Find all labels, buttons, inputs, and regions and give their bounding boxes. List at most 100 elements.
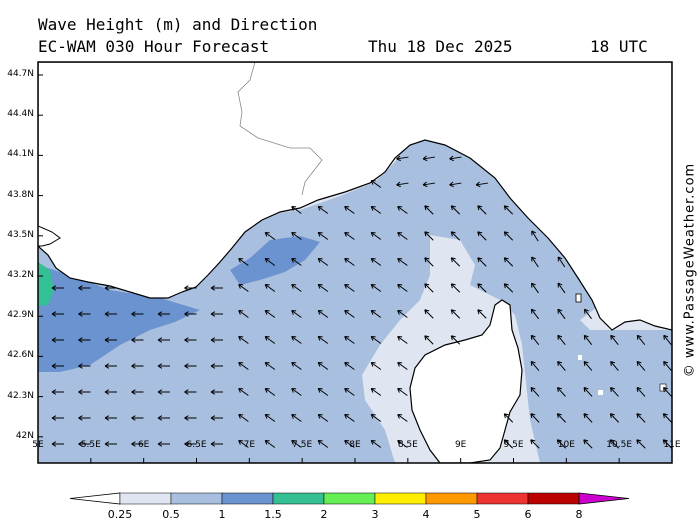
direction-arrow: [264, 335, 276, 344]
direction-arrow: [131, 389, 144, 395]
direction-arrow: [184, 389, 197, 395]
direction-arrow: [636, 387, 646, 397]
colorbar-start-cap: [69, 492, 121, 505]
direction-arrow: [450, 309, 461, 319]
direction-arrow: [531, 256, 539, 268]
direction-arrow: [238, 387, 249, 396]
direction-arrow: [264, 283, 276, 292]
direction-arrow: [530, 439, 540, 449]
colorbar-segment: [272, 492, 325, 505]
direction-arrow: [636, 360, 646, 371]
direction-arrow: [78, 441, 91, 447]
sea-dark-gulf-of-lion: [38, 265, 200, 372]
direction-arrow: [503, 257, 514, 267]
direction-arrow: [636, 334, 646, 346]
direction-arrow: [210, 415, 223, 421]
direction-arrow: [477, 205, 487, 215]
direction-arrow: [184, 311, 197, 317]
direction-arrow: [531, 282, 539, 294]
direction-arrow: [291, 413, 302, 422]
y-tick-label: 43.8N: [7, 189, 34, 200]
x-tick-label: 7E: [243, 440, 256, 450]
map-title: Wave Height (m) and Direction: [38, 15, 318, 34]
direction-arrow: [503, 413, 514, 423]
island: [598, 390, 603, 395]
colorbar-label: 0.25: [107, 508, 133, 521]
direction-arrow: [583, 387, 593, 397]
direction-arrow: [424, 205, 434, 215]
sea-dark-ligurian: [230, 236, 320, 285]
direction-arrow: [210, 389, 223, 395]
colorbar-label: 4: [422, 508, 430, 521]
direction-arrow: [557, 360, 566, 371]
direction-arrow: [450, 283, 461, 293]
land-corsica: [409, 299, 523, 463]
direction-arrow: [475, 181, 489, 188]
direction-arrow: [530, 387, 540, 397]
direction-arrow: [503, 283, 514, 293]
direction-arrow: [344, 257, 355, 266]
direction-arrow: [344, 361, 355, 370]
direction-arrow: [557, 256, 566, 268]
direction-arrow: [396, 181, 409, 188]
direction-arrow: [477, 257, 487, 267]
direction-arrow: [636, 439, 646, 449]
colorbar-segment: [323, 492, 376, 505]
sea-green-patch: [38, 262, 54, 306]
direction-arrow: [157, 415, 170, 421]
direction-arrow: [264, 257, 276, 266]
direction-arrow: [78, 311, 91, 317]
direction-arrow: [157, 363, 170, 369]
direction-arrow: [317, 309, 329, 318]
direction-arrow: [184, 415, 197, 421]
direction-arrow: [104, 311, 117, 317]
direction-arrow: [291, 309, 302, 318]
direction-arrow: [78, 337, 91, 343]
direction-arrow: [238, 361, 249, 370]
direction-arrow: [51, 415, 64, 421]
colorbar-label: 1.5: [264, 508, 282, 521]
direction-arrow: [663, 387, 672, 397]
direction-arrow: [264, 413, 276, 422]
direction-arrow: [610, 334, 619, 346]
direction-arrow: [78, 415, 91, 421]
direction-arrow: [157, 389, 170, 395]
direction-arrow: [397, 439, 408, 448]
direction-arrow: [291, 335, 302, 344]
direction-arrow: [503, 231, 514, 241]
direction-arrow: [477, 283, 487, 293]
colorbar-end-cap: [578, 492, 630, 505]
x-tick-label: 8E: [349, 440, 361, 450]
direction-arrow: [503, 205, 514, 215]
direction-arrow: [397, 283, 408, 292]
direction-arrow: [291, 387, 302, 396]
direction-arrow: [530, 308, 540, 320]
direction-arrow: [583, 334, 593, 346]
direction-arrow: [131, 311, 144, 317]
direction-arrow: [557, 387, 566, 397]
direction-arrow: [583, 413, 593, 423]
colorbar-segment: [221, 492, 274, 505]
colorbar-label: 0.5: [162, 508, 180, 521]
direction-arrow: [238, 309, 249, 318]
x-tick-label: 10E: [557, 440, 575, 450]
direction-arrow: [317, 361, 329, 370]
direction-arrow: [131, 415, 144, 421]
direction-arrow: [397, 205, 408, 214]
direction-arrow: [450, 257, 461, 267]
direction-arrow: [397, 231, 408, 240]
direction-arrow: [184, 337, 197, 343]
direction-arrow: [344, 387, 355, 396]
direction-arrow: [51, 337, 64, 343]
land-north-africa-corner: [38, 225, 61, 247]
direction-arrow: [264, 309, 276, 318]
direction-arrow: [557, 334, 566, 346]
direction-arrow: [131, 363, 144, 369]
colorbar-segment: [476, 492, 529, 505]
direction-arrow: [503, 439, 514, 449]
direction-arrow: [449, 155, 462, 162]
direction-arrow: [317, 231, 329, 240]
direction-arrow: [291, 205, 302, 214]
direction-arrow: [370, 413, 382, 422]
x-tick-label: 7.5E: [292, 440, 313, 450]
